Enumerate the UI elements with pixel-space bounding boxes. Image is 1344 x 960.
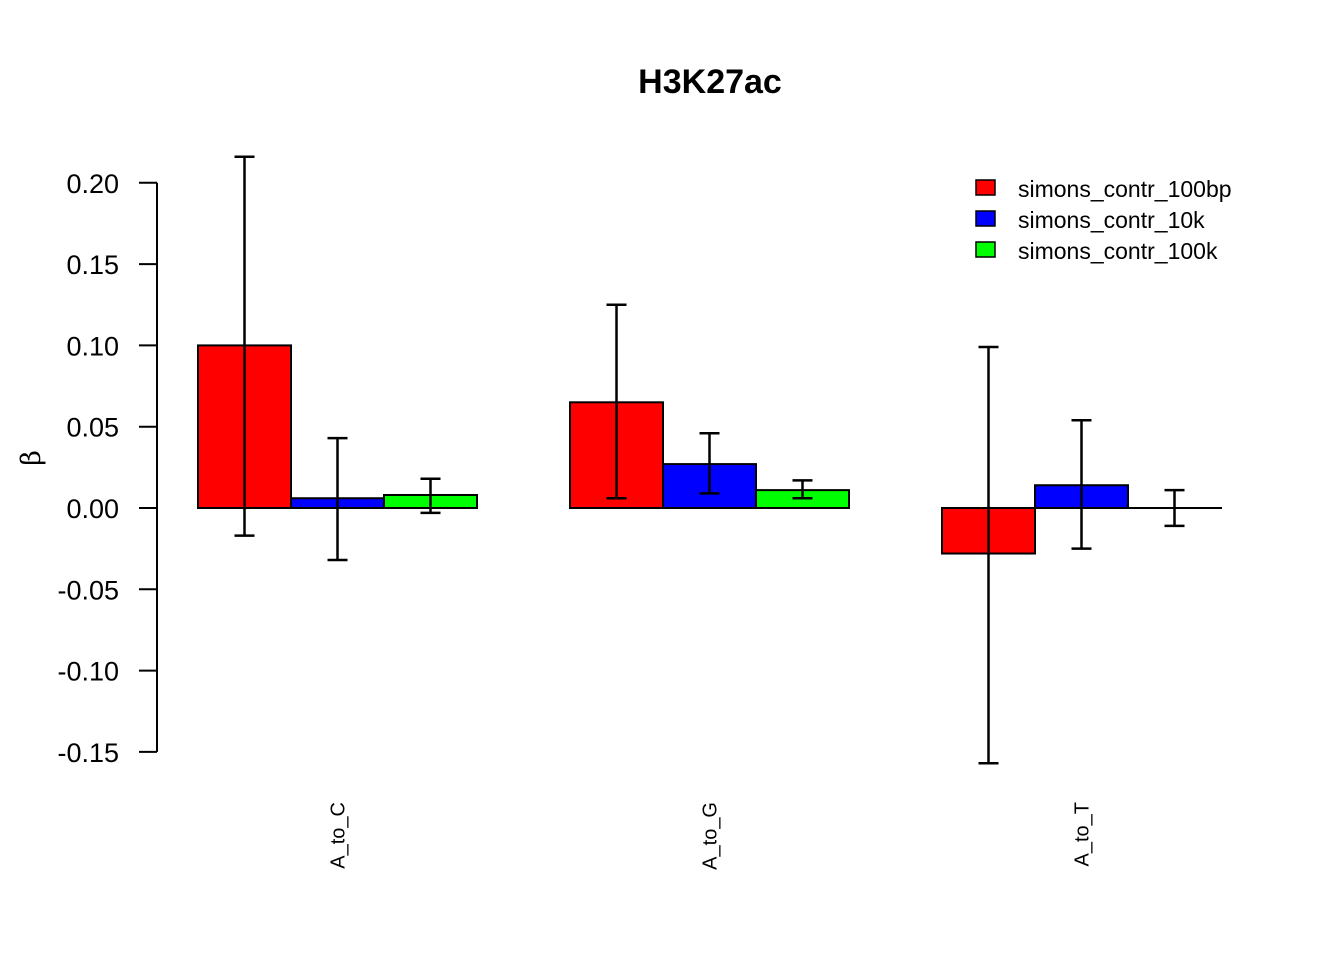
- legend: simons_contr_100bp simons_contr_10ksimons…: [975, 176, 1232, 264]
- y-axis-label: β: [16, 450, 47, 466]
- error-bar-simons_contr_100k-A_to_C: [420, 477, 441, 515]
- legend-item: simons_contr_100k: [975, 238, 1218, 264]
- legend-swatch: [975, 179, 996, 196]
- error-bars: [234, 155, 1185, 765]
- y-tick-label: 0.05: [66, 413, 119, 443]
- y-tick-label: 0.10: [66, 331, 119, 361]
- legend-item: simons_contr_10k: [975, 207, 1205, 233]
- error-bar-simons_contr_10k-A_to_G: [699, 431, 720, 495]
- y-tick-label: -0.10: [57, 657, 119, 687]
- y-tick-label: -0.15: [57, 738, 119, 768]
- y-tick-label: 0.00: [66, 494, 119, 524]
- legend-label: simons_contr_100k: [1018, 238, 1218, 264]
- error-bar-simons_contr_100k-A_to_T: [1164, 488, 1185, 528]
- category-label: A_to_T: [1072, 802, 1094, 866]
- error-bar-simons_contr_10k-A_to_C: [327, 436, 348, 562]
- legend-label: simons_contr_100bp: [1018, 176, 1232, 202]
- error-bar-simons_contr_100bp-A_to_G: [606, 303, 627, 500]
- legend-label: simons_contr_10k: [1018, 207, 1205, 233]
- error-bar-simons_contr_100bp-A_to_T: [978, 345, 999, 765]
- category-label: A_to_C: [328, 802, 350, 869]
- category-labels: A_to_C A_to_G A_to_T: [328, 802, 1094, 870]
- category-label: A_to_G: [700, 802, 722, 870]
- chart-title: H3K27ac: [638, 63, 782, 101]
- y-tick-label: -0.05: [57, 575, 119, 605]
- y-axis: 0.20 0.15 0.10 0.05 0.00 -0.05 -0.10 -0.15: [57, 169, 158, 768]
- error-bar-simons_contr_100bp-A_to_C: [234, 155, 255, 537]
- legend-swatch: [975, 241, 996, 258]
- error-bar-simons_contr_100k-A_to_G: [792, 479, 813, 500]
- legend-swatch: [975, 210, 996, 227]
- y-tick-label: 0.15: [66, 250, 119, 280]
- legend-item: simons_contr_100bp: [975, 176, 1232, 202]
- y-tick-label: 0.20: [66, 169, 119, 199]
- error-bar-simons_contr_10k-A_to_T: [1071, 418, 1092, 550]
